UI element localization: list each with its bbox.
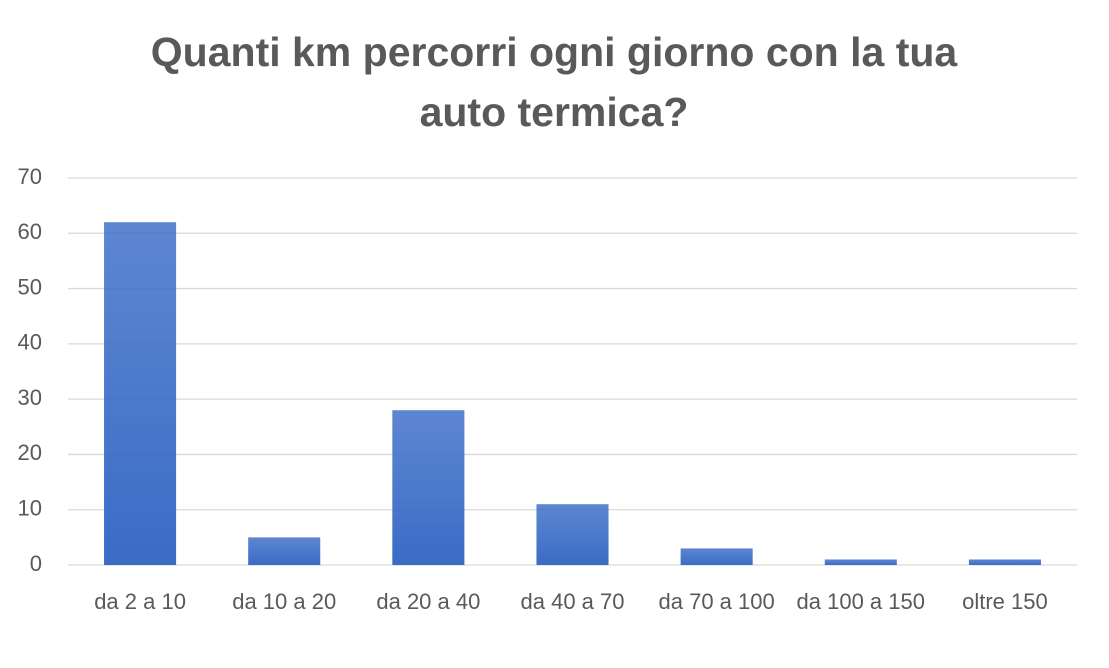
x-tick-label: da 20 a 40 <box>376 589 481 614</box>
x-tick-label: da 10 a 20 <box>232 589 337 614</box>
y-tick-label: 40 <box>18 330 42 355</box>
bar <box>536 504 609 565</box>
y-tick-label: 50 <box>18 274 42 299</box>
y-tick-label: 60 <box>18 219 42 244</box>
y-tick-label: 20 <box>18 440 42 465</box>
chart-title: Quanti km percorri ogni giorno con la tu… <box>150 29 958 135</box>
bar <box>248 537 321 565</box>
bar <box>104 222 177 565</box>
x-tick-label: da 2 a 10 <box>94 589 186 614</box>
x-tick-label: da 100 a 150 <box>796 589 925 614</box>
y-tick-label: 0 <box>30 551 42 576</box>
x-tick-label: da 70 a 100 <box>658 589 775 614</box>
bar <box>680 548 753 565</box>
bar <box>392 410 465 565</box>
y-tick-label: 70 <box>18 164 42 189</box>
bar <box>968 559 1041 565</box>
y-tick-label: 10 <box>18 496 42 521</box>
y-tick-label: 30 <box>18 385 42 410</box>
x-tick-label: da 40 a 70 <box>520 589 625 614</box>
x-tick-label: oltre 150 <box>962 589 1048 614</box>
bar <box>824 559 897 565</box>
